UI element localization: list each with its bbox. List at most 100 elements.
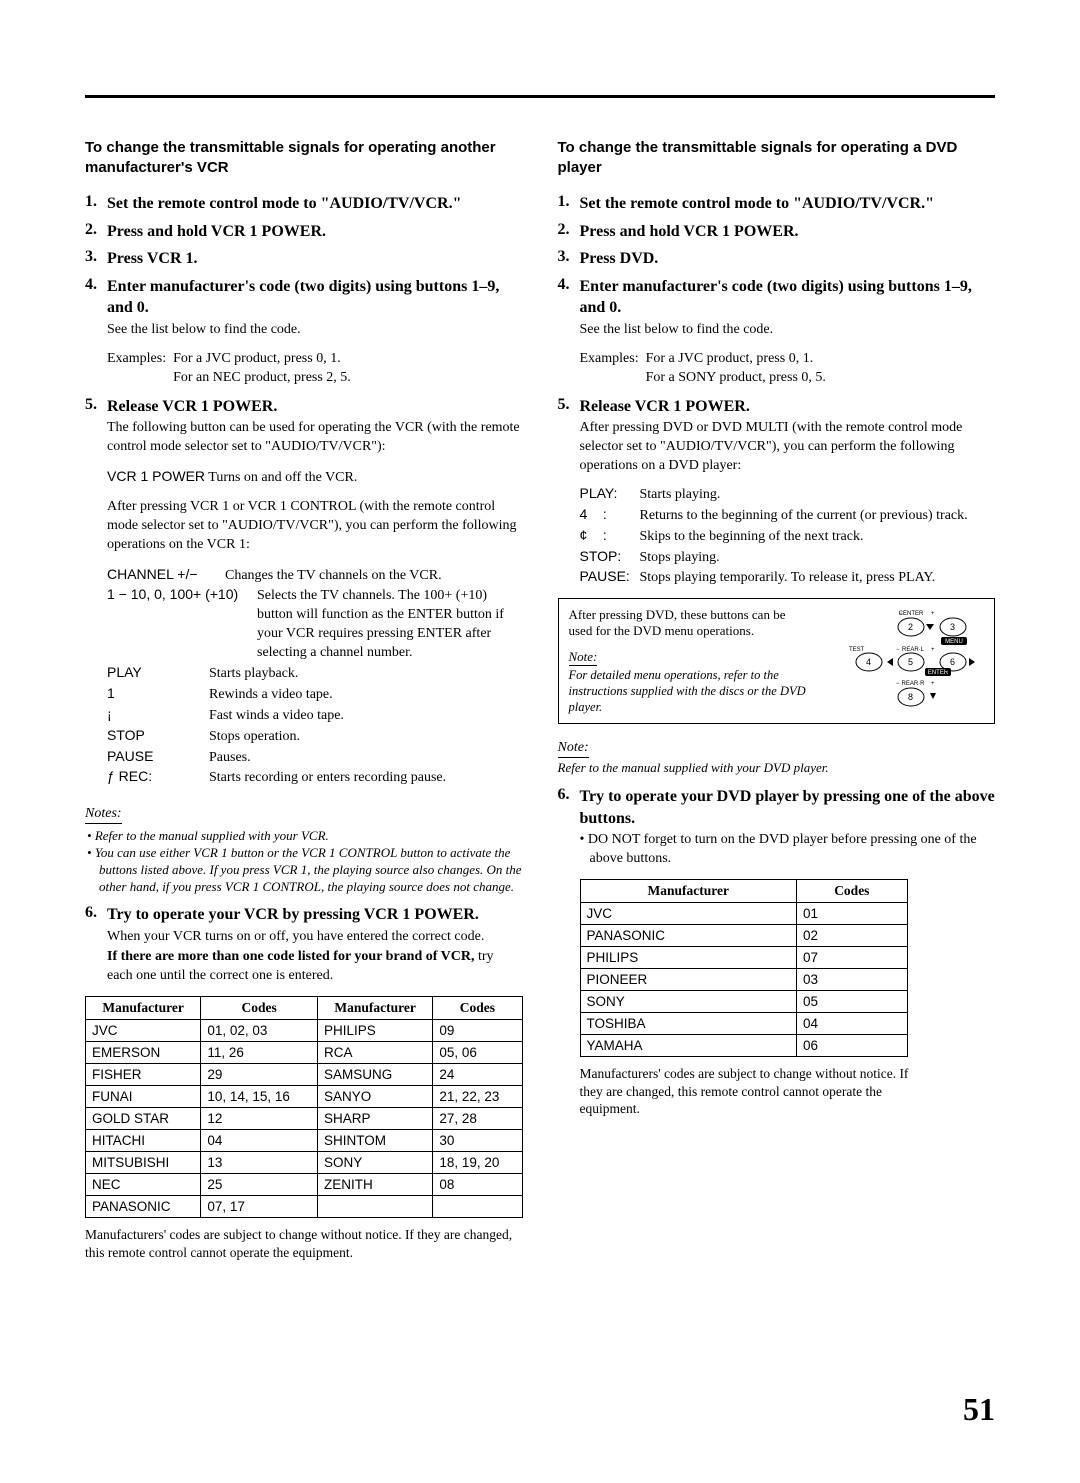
cell: PIONEER [580, 969, 797, 991]
table-row: JVC01 [580, 903, 907, 925]
examples-prefix: Examples: [580, 351, 639, 366]
definition: STOPStops operation. [107, 726, 523, 747]
cell: 04 [201, 1130, 318, 1152]
right-step-4: Enter manufacturer's code (two digits) u… [558, 276, 996, 340]
notes-heading: Notes: [85, 806, 122, 824]
cell: SHARP [317, 1108, 432, 1130]
left-column: To change the transmittable signals for … [85, 138, 523, 1261]
left-step-6: Try to operate your VCR by pressing VCR … [85, 904, 523, 986]
arrow-down-icon [930, 693, 936, 699]
def-label: PLAY: [580, 484, 640, 503]
left-step-3: Press VCR 1. [85, 248, 523, 270]
step-body: After pressing DVD or DVD MULTI (with th… [580, 419, 996, 476]
note-body: Refer to the manual supplied with your D… [558, 760, 996, 776]
def-label: ¡ [107, 705, 209, 724]
cell [317, 1196, 432, 1218]
cell: ZENITH [317, 1174, 432, 1196]
def-label: STOP [107, 726, 209, 745]
box-text: After pressing DVD, these buttons can be… [569, 607, 789, 639]
step-body: See the list below to find the code. [107, 321, 523, 340]
cell: 01 [797, 903, 908, 925]
left-step-6-list: Try to operate your VCR by pressing VCR … [85, 904, 523, 986]
cell: JVC [580, 903, 797, 925]
cell: 24 [433, 1064, 522, 1086]
cell: SONY [317, 1152, 432, 1174]
def-desc: Stops playing temporarily. To release it… [640, 569, 996, 588]
right-step-3: Press DVD. [558, 248, 996, 270]
def-label: VCR 1 POWER [107, 468, 205, 484]
dvd-table-footnote: Manufacturers' codes are subject to chan… [580, 1065, 930, 1118]
table-row: PANASONIC02 [580, 925, 907, 947]
step-bullet: • DO NOT forget to turn on the DVD playe… [580, 831, 996, 869]
def-desc: Starts playing. [640, 486, 996, 505]
cell: FUNAI [86, 1086, 201, 1108]
right-note-section: Note: Refer to the manual supplied with … [558, 732, 996, 776]
example-line: For an NEC product, press 2, 5. [173, 370, 351, 385]
arrow-left-icon [887, 658, 893, 666]
cell: SANYO [317, 1086, 432, 1108]
cell: 13 [201, 1152, 318, 1174]
key-num: 4 [866, 657, 871, 667]
example-line: For a SONY product, press 0, 5. [646, 370, 826, 385]
label: − [896, 681, 900, 687]
def-desc: Stops operation. [209, 728, 523, 747]
step-body: After pressing VCR 1 or VCR 1 CONTROL (w… [107, 498, 523, 555]
def-desc: Stops playing. [640, 549, 996, 568]
def-desc: Starts recording or enters recording pau… [209, 769, 523, 788]
step-body: When your VCR turns on or off, you have … [107, 928, 523, 947]
label: + [931, 681, 935, 687]
step-title: Set the remote control mode to "AUDIO/TV… [580, 193, 996, 215]
top-rule [85, 95, 995, 98]
th-codes: Codes [201, 997, 318, 1020]
th-codes: Codes [433, 997, 522, 1020]
bold-text: If there are more than one code listed f… [107, 949, 474, 964]
cell: EMERSON [86, 1042, 201, 1064]
label: MENU [945, 639, 963, 645]
table-row: PIONEER03 [580, 969, 907, 991]
table-header-row: Manufacturer Codes [580, 880, 907, 903]
bullet-text: DO NOT forget to turn on the DVD player … [588, 832, 977, 866]
cell: 03 [797, 969, 908, 991]
cell: 11, 26 [201, 1042, 318, 1064]
table-row: YAMAHA06 [580, 1035, 907, 1057]
step-body: See the list below to find the code. [580, 321, 996, 340]
def-label: PAUSE [107, 747, 209, 766]
cell: JVC [86, 1020, 201, 1042]
arrow-right-icon [969, 658, 975, 666]
cell: 21, 22, 23 [433, 1086, 522, 1108]
cell: SONY [580, 991, 797, 1013]
cell: PHILIPS [317, 1020, 432, 1042]
step-title: Press DVD. [580, 248, 996, 270]
cell: PHILIPS [580, 947, 797, 969]
def-label: ƒ REC: [107, 767, 209, 786]
label: ENTER [928, 670, 949, 676]
left-heading: To change the transmittable signals for … [85, 138, 523, 177]
th-mfr: Manufacturer [86, 997, 201, 1020]
key-num: 3 [950, 622, 955, 632]
th-mfr: Manufacturer [580, 880, 797, 903]
vcr-table-footnote: Manufacturers' codes are subject to chan… [85, 1226, 523, 1261]
vcr-codes-table: Manufacturer Codes Manufacturer Codes JV… [85, 996, 523, 1218]
dvd-menu-box: After pressing DVD, these buttons can be… [558, 598, 996, 724]
step-title: Release VCR 1 POWER. [580, 396, 996, 418]
definition: 4 :Returns to the beginning of the curre… [580, 505, 996, 526]
label: + [931, 611, 935, 617]
table-row: PHILIPS07 [580, 947, 907, 969]
def-desc: Turns on and off the VCR. [208, 470, 357, 485]
step-title: Set the remote control mode to "AUDIO/TV… [107, 193, 523, 215]
cell: 12 [201, 1108, 318, 1130]
notes-list: Refer to the manual supplied with your V… [85, 828, 523, 896]
key-num: 5 [908, 657, 913, 667]
def-desc: Rewinds a video tape. [209, 686, 523, 705]
cell [433, 1196, 522, 1218]
step-title: Try to operate your DVD player by pressi… [580, 786, 996, 829]
def-label: CHANNEL +/− [107, 565, 225, 584]
note-item: Refer to the manual supplied with your V… [99, 828, 523, 845]
example-line: For a JVC product, press 0, 1. [173, 351, 341, 366]
left-steps: Set the remote control mode to "AUDIO/TV… [85, 193, 523, 340]
table-row: MITSUBISHI13SONY18, 19, 20 [86, 1152, 523, 1174]
left-steps-cont: Release VCR 1 POWER. The following butto… [85, 396, 523, 789]
def-label: STOP: [580, 547, 640, 566]
cell: HITACHI [86, 1130, 201, 1152]
cell: TOSHIBA [580, 1013, 797, 1035]
